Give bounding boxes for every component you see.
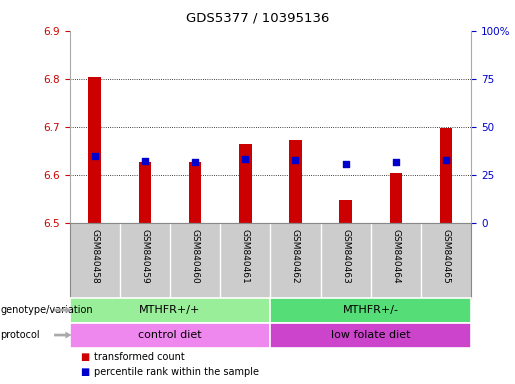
Point [191, 159, 199, 165]
Text: MTHFR+/+: MTHFR+/+ [139, 305, 201, 315]
Text: GSM840461: GSM840461 [241, 229, 250, 283]
Point [341, 161, 350, 167]
Bar [270, 323, 471, 348]
Point [291, 157, 300, 164]
Bar [289, 140, 302, 223]
Text: ■: ■ [80, 367, 89, 377]
Point [241, 156, 249, 162]
Bar [339, 200, 352, 223]
Text: control diet: control diet [138, 330, 202, 340]
Text: GSM840460: GSM840460 [191, 229, 199, 283]
Text: transformed count: transformed count [94, 352, 185, 362]
Text: percentile rank within the sample: percentile rank within the sample [94, 367, 259, 377]
Text: GSM840458: GSM840458 [90, 229, 99, 283]
Bar [239, 144, 251, 223]
Bar [440, 127, 452, 223]
Text: GSM840462: GSM840462 [291, 229, 300, 283]
Point [442, 157, 450, 164]
Text: ■: ■ [80, 352, 89, 362]
Text: protocol: protocol [1, 330, 40, 340]
Text: low folate diet: low folate diet [331, 330, 410, 340]
Text: GSM840464: GSM840464 [391, 229, 400, 283]
Text: GDS5377 / 10395136: GDS5377 / 10395136 [186, 12, 329, 25]
Bar [189, 162, 201, 223]
Point [392, 159, 400, 165]
Bar [70, 298, 270, 323]
Bar [139, 162, 151, 223]
Point [91, 152, 99, 159]
Text: GSM840463: GSM840463 [341, 229, 350, 283]
Text: MTHFR+/-: MTHFR+/- [343, 305, 399, 315]
Point [141, 158, 149, 164]
Text: GSM840459: GSM840459 [141, 229, 149, 283]
Bar [89, 77, 101, 223]
Bar [270, 298, 471, 323]
Bar [390, 173, 402, 223]
Text: GSM840465: GSM840465 [442, 229, 451, 283]
Bar [70, 323, 270, 348]
Text: genotype/variation: genotype/variation [1, 305, 93, 315]
